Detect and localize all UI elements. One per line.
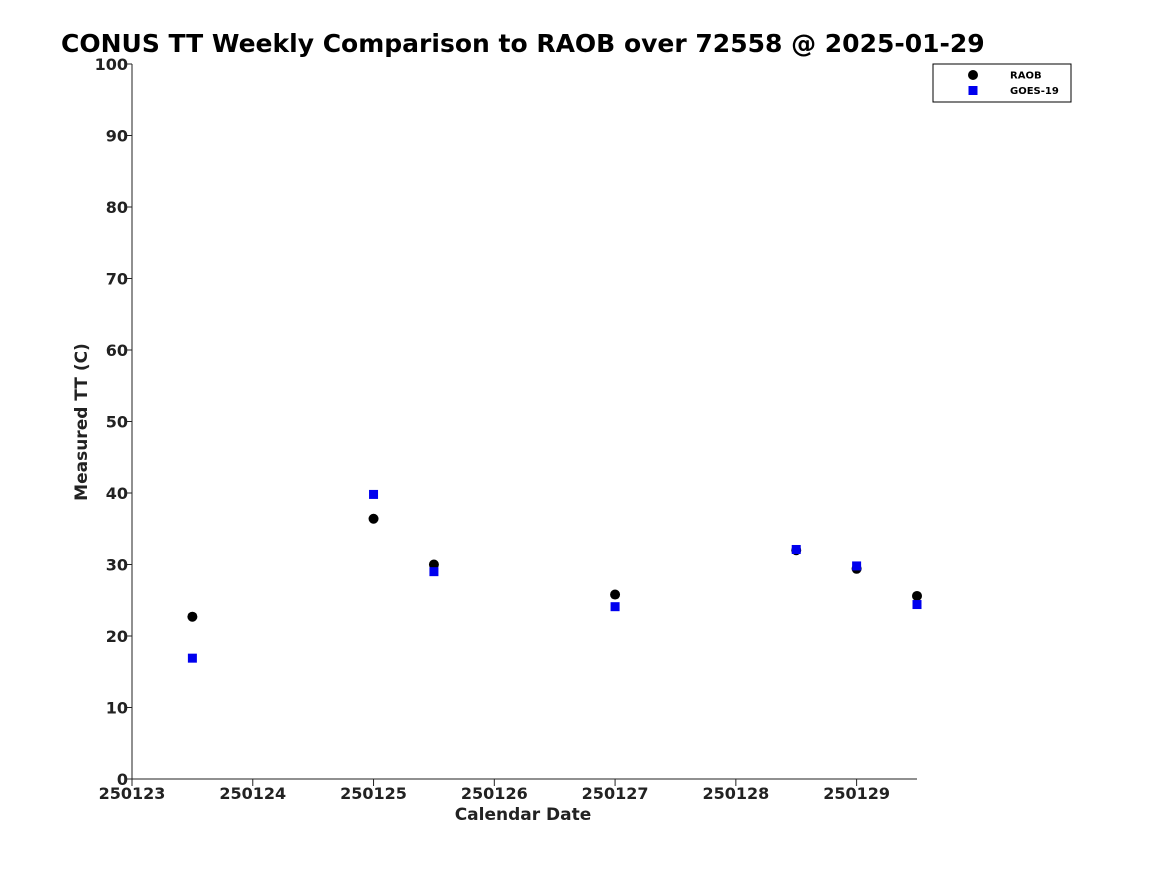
axes: 0 10 20 30 40 50 60 70 80 90 100 250123 250124 250125… xyxy=(95,55,917,803)
legend-marker-goes-19 xyxy=(968,86,978,95)
y-tick-label: 30 xyxy=(106,556,128,575)
goes-19-point xyxy=(187,653,197,663)
y-tick-label: 20 xyxy=(106,627,128,646)
x-tick-label: 250123 xyxy=(99,784,166,803)
legend-label-goes-19: GOES-19 xyxy=(1010,86,1059,97)
raob-point xyxy=(187,611,198,622)
legend-label-raob: RAOB xyxy=(1010,71,1042,82)
y-tick-label: 60 xyxy=(106,341,128,360)
x-tick-label: 250124 xyxy=(219,784,286,803)
y-tick-label: 10 xyxy=(106,699,128,718)
y-tick-label: 40 xyxy=(106,484,128,503)
y-tick-label: 70 xyxy=(106,270,128,289)
goes-19-point xyxy=(610,602,620,612)
goes-19-point xyxy=(912,600,922,610)
raob-point xyxy=(368,513,379,524)
goes-19-point xyxy=(852,561,862,571)
raob-point xyxy=(428,559,439,570)
x-tick-label: 250127 xyxy=(582,784,649,803)
x-tick-label: 250128 xyxy=(702,784,769,803)
x-axis-label: Calendar Date xyxy=(455,805,592,825)
data-points xyxy=(187,489,922,663)
y-axis-label: Measured TT (C) xyxy=(72,343,92,501)
chart-title: CONUS TT Weekly Comparison to RAOB over … xyxy=(61,29,985,58)
goes-19-point xyxy=(369,489,379,499)
y-tick-label: 90 xyxy=(106,127,128,146)
x-tick-label: 250129 xyxy=(823,784,890,803)
raob-point xyxy=(610,589,621,600)
x-tick-label: 250126 xyxy=(461,784,528,803)
goes-19-point xyxy=(429,567,439,577)
legend: RAOB GOES-19 xyxy=(932,63,1072,103)
y-tick-label: 100 xyxy=(95,55,128,74)
goes-19-point xyxy=(791,544,801,554)
y-tick-label: 50 xyxy=(106,413,128,432)
y-tick-label: 0 xyxy=(117,770,128,789)
raob-point xyxy=(912,590,922,601)
legend-box xyxy=(932,63,1072,103)
x-tick-label: 250125 xyxy=(340,784,407,803)
legend-marker-raob xyxy=(968,70,978,80)
y-tick-label: 80 xyxy=(106,198,128,217)
